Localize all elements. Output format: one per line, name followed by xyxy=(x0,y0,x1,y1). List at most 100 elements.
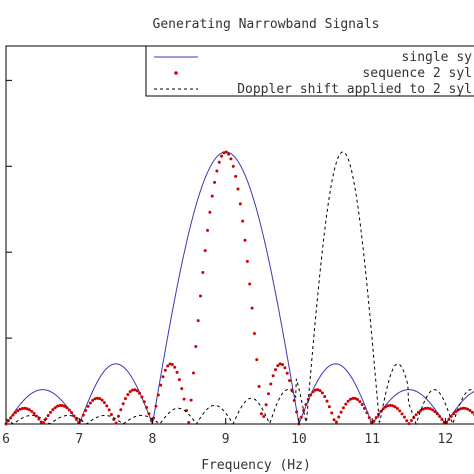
series-2-point xyxy=(316,388,320,392)
series-2-point xyxy=(65,406,69,410)
series-2-point xyxy=(461,406,465,410)
series-1 xyxy=(5,151,474,426)
series-2-point xyxy=(245,259,249,263)
series-2-point xyxy=(147,412,151,416)
series-2-point xyxy=(358,400,362,404)
series-2-point xyxy=(262,414,266,418)
legend-marker xyxy=(174,71,178,75)
series-2-point xyxy=(63,404,67,408)
series-2-point xyxy=(309,393,313,397)
x-tick-label: 7 xyxy=(75,432,83,447)
legend-label: Doppler shift applied to 2 syl xyxy=(237,82,472,97)
y-ticks xyxy=(6,79,12,339)
series-2-point xyxy=(459,407,463,411)
series-2-point xyxy=(220,154,224,158)
series-2-point xyxy=(257,385,261,389)
series-2-point xyxy=(114,421,118,425)
series-2 xyxy=(4,150,474,426)
series-2-point xyxy=(161,375,165,379)
series-2-point xyxy=(384,405,388,409)
x-tick-label: 6 xyxy=(2,432,10,447)
series-2-point xyxy=(276,364,280,368)
series-2-point xyxy=(393,405,397,409)
series-2-point xyxy=(271,374,275,378)
series-2-point xyxy=(346,399,350,403)
x-tick-label: 9 xyxy=(222,432,230,447)
series-2-point xyxy=(46,413,50,417)
series-2-point xyxy=(407,422,411,426)
series-2-point xyxy=(95,396,99,400)
series-2-point xyxy=(264,403,268,407)
series-2-point xyxy=(400,412,404,416)
series-2-point xyxy=(440,417,444,421)
series-2-point xyxy=(278,362,282,366)
series-2-point xyxy=(175,370,179,374)
series-2-point xyxy=(168,362,172,366)
series-2-point xyxy=(116,414,120,418)
series-2-point xyxy=(107,408,111,412)
series-2-point xyxy=(126,393,130,397)
series-2-point xyxy=(196,319,200,323)
chart-title: Generating Narrowband Signals xyxy=(153,17,380,32)
series-2-point xyxy=(292,398,296,402)
series-2-point xyxy=(37,417,41,421)
series-2-point xyxy=(449,414,453,418)
series-2-point xyxy=(431,408,434,412)
series-2-point xyxy=(58,403,62,407)
series-2-point xyxy=(463,406,467,410)
x-ticks: 6 7 8 9 10 11 12 xyxy=(2,418,453,447)
series-2-point xyxy=(154,404,158,408)
series-2-point xyxy=(330,411,334,415)
series-2-point xyxy=(468,408,472,412)
series-2-point xyxy=(60,404,64,408)
series-2-point xyxy=(53,406,57,410)
series-2-point xyxy=(27,408,31,412)
series-2-point xyxy=(306,397,310,401)
legend-label: sequence 2 syl xyxy=(362,66,472,81)
series-2-point xyxy=(170,362,174,366)
series-2-point xyxy=(177,378,181,382)
series-2-point xyxy=(313,388,317,392)
series-2-point xyxy=(128,390,132,394)
series-2-point xyxy=(138,391,142,395)
series-2-point xyxy=(163,368,167,372)
series-2-point xyxy=(70,411,74,415)
series-2-point xyxy=(206,228,210,232)
series-2-point xyxy=(288,379,292,383)
series-2-point xyxy=(363,406,367,410)
series-2-point xyxy=(332,418,336,422)
series-2-point xyxy=(386,404,390,408)
series-2-point xyxy=(208,210,212,214)
series-2-point xyxy=(255,358,259,362)
series-2-point xyxy=(81,413,85,417)
series-2-point xyxy=(32,412,36,416)
series-2-point xyxy=(353,396,357,400)
series-2-point xyxy=(86,404,90,408)
series-2-point xyxy=(452,412,456,416)
series-2-point xyxy=(11,413,15,417)
series-2-point xyxy=(334,420,338,424)
series-2-point xyxy=(466,407,470,411)
series-2-point xyxy=(302,409,306,413)
series-2-point xyxy=(102,401,106,405)
series-2-point xyxy=(372,419,376,423)
series-2-point xyxy=(215,169,219,173)
series-3-line xyxy=(5,151,474,426)
series-2-point xyxy=(213,180,217,184)
series-2-point xyxy=(243,238,247,242)
series-2-point xyxy=(74,417,78,421)
series-2-point xyxy=(229,157,233,161)
series-2-point xyxy=(250,306,254,310)
series-2-point xyxy=(20,406,24,410)
plot-frame xyxy=(5,45,474,425)
series-2-point xyxy=(41,421,45,425)
x-tick-label: 11 xyxy=(364,432,380,447)
series-2-point xyxy=(388,403,392,407)
series-2-point xyxy=(231,164,235,168)
series-2-point xyxy=(159,383,163,387)
series-2-point xyxy=(421,407,425,411)
series-2-point xyxy=(140,395,144,399)
